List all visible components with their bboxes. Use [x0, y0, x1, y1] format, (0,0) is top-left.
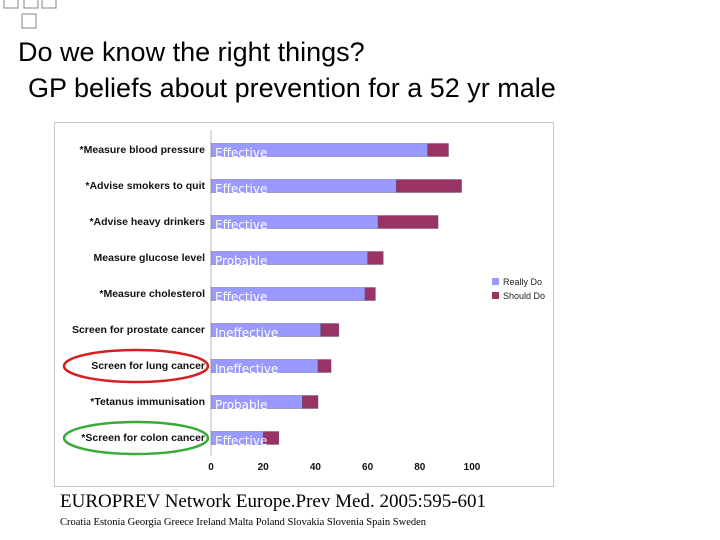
bar-should-do: [427, 143, 449, 157]
legend-swatch: [492, 292, 499, 299]
bar-should-do: [320, 323, 340, 337]
country-list: Croatia Estonia Georgia Greece Ireland M…: [60, 517, 427, 528]
highlight-ellipses: [62, 348, 210, 456]
category-label: *Advise heavy drinkers: [89, 216, 205, 228]
bar-label: Effective: [215, 290, 267, 304]
bar-label: Effective: [215, 434, 267, 448]
category-label: Screen for lung cancer: [91, 360, 205, 372]
citation: EUROPREV Network Europe.Prev Med. 2005:5…: [60, 491, 487, 512]
x-tick-label: 20: [258, 462, 270, 473]
category-label: Screen for prostate cancer: [72, 324, 205, 336]
bar-should-do: [396, 179, 462, 193]
title-line-1: Do we know the right things?: [18, 37, 365, 67]
deco-square: [23, 0, 39, 9]
bar-label: Probable: [215, 398, 267, 412]
bar-label: Ineffective: [215, 326, 278, 340]
legend: Really Do Should Do: [492, 277, 545, 301]
category-label: *Measure blood pressure: [80, 144, 206, 156]
deco-square: [41, 0, 57, 9]
highlight-ellipse: [62, 348, 210, 384]
bar-should-do: [367, 251, 384, 265]
bar-label: Ineffective: [215, 362, 278, 376]
bar-label: Probable: [215, 254, 267, 268]
x-tick-label: 80: [414, 462, 426, 473]
x-tick-label: 60: [362, 462, 374, 473]
legend-label: Really Do: [503, 277, 542, 287]
legend-swatch: [492, 278, 499, 285]
bar-label: Effective: [215, 218, 267, 232]
deco-square: [21, 13, 37, 29]
bar-should-do: [364, 287, 376, 301]
category-label: *Advise smokers to quit: [85, 180, 205, 192]
bar-label: Effective: [215, 146, 267, 160]
x-tick-label: 100: [464, 462, 481, 473]
bar-should-do: [377, 215, 439, 229]
category-label: *Measure cholesterol: [99, 288, 205, 300]
category-label: *Screen for colon cancer: [81, 432, 205, 444]
bar-should-do: [302, 395, 319, 409]
x-axis: 0 20 40 60 80 100: [208, 130, 481, 473]
category-label: *Tetanus immunisation: [90, 396, 205, 408]
x-tick-label: 40: [310, 462, 322, 473]
slide-title: Do we know the right things? GP beliefs …: [18, 34, 556, 106]
x-tick-label: 0: [208, 462, 214, 473]
highlight-ellipse: [62, 420, 210, 456]
bar-label: Effective: [215, 182, 267, 196]
category-label-group: *Measure blood pressure *Advise smokers t…: [72, 144, 206, 444]
decorative-squares: [3, 0, 57, 29]
title-line-2: GP beliefs about prevention for a 52 yr …: [28, 73, 556, 103]
bar-should-do: [317, 359, 332, 373]
deco-square: [3, 0, 19, 9]
bar-group: Effective Effective Effective Probable Effec…: [210, 143, 462, 448]
stacked-bar-chart: Effective Effective Effective Probable Effec…: [54, 122, 554, 487]
bar-should-do: [262, 431, 280, 445]
category-label: Measure glucose level: [94, 252, 206, 264]
legend-label: Should Do: [503, 291, 545, 301]
